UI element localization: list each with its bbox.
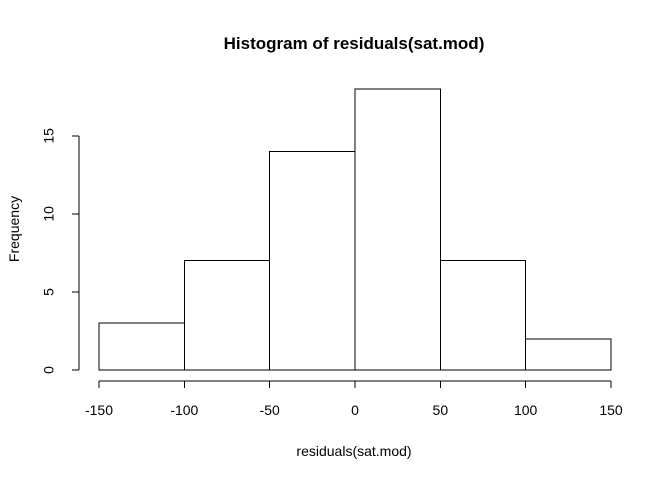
y-tick-label-3: 15 xyxy=(41,128,57,144)
x-tick-label-0: -150 xyxy=(85,402,113,418)
histogram-bars xyxy=(98,88,612,371)
y-tick-label-0: 0 xyxy=(41,366,57,374)
x-tick-label-5: 100 xyxy=(514,402,538,418)
histogram-bar-0 xyxy=(98,322,185,371)
y-tick-label-1: 5 xyxy=(41,288,57,296)
chart-title: Histogram of residuals(sat.mod) xyxy=(224,34,485,53)
x-axis-label: residuals(sat.mod) xyxy=(296,443,411,459)
x-tick-label-3: 0 xyxy=(351,402,359,418)
x-tick-label-2: -50 xyxy=(260,402,280,418)
x-tick-label-4: 50 xyxy=(433,402,449,418)
y-axis-label: Frequency xyxy=(6,196,22,262)
histogram-bar-1 xyxy=(183,260,271,371)
y-tick-label-2: 10 xyxy=(41,206,57,222)
histogram-bar-3 xyxy=(354,88,441,371)
histogram-bar-4 xyxy=(439,260,527,371)
y-axis: 0 5 10 15 xyxy=(41,128,80,374)
x-tick-label-6: 150 xyxy=(599,402,623,418)
x-tick-label-1: -100 xyxy=(170,402,198,418)
histogram-bar-2 xyxy=(269,150,356,371)
x-axis: -150 -100 -50 0 50 100 150 xyxy=(85,380,623,418)
histogram-bar-5 xyxy=(525,338,612,371)
